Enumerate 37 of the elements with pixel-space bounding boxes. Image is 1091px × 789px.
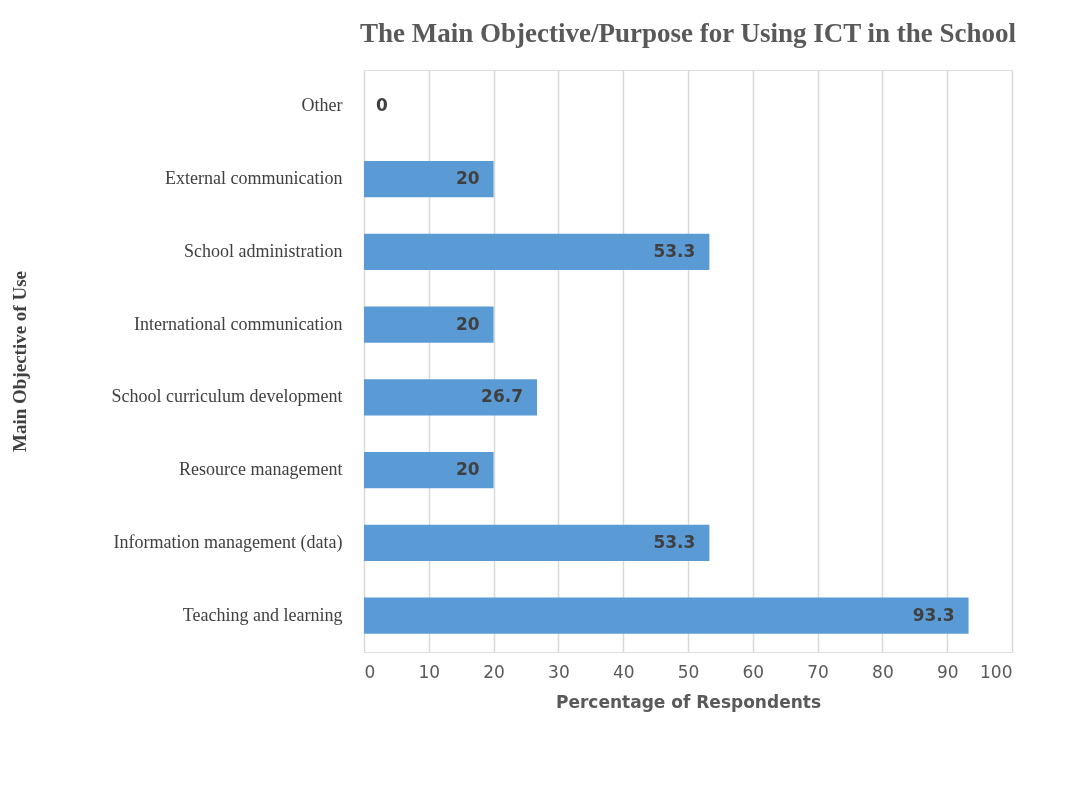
x-tick-label: 80 bbox=[872, 661, 894, 682]
y-tick-label: School curriculum development bbox=[111, 386, 343, 407]
data-label: 20 bbox=[455, 168, 480, 189]
bar bbox=[364, 306, 494, 343]
data-label: 0 bbox=[376, 95, 388, 116]
bar bbox=[364, 379, 538, 416]
data-label: 53.3 bbox=[653, 240, 696, 261]
y-tick-label: School administration bbox=[184, 240, 343, 261]
x-tick-label: 100 bbox=[980, 661, 1013, 682]
data-label: 20 bbox=[455, 313, 480, 334]
data-label: 20 bbox=[455, 459, 480, 480]
x-tick-label: 30 bbox=[548, 661, 570, 682]
bar bbox=[364, 233, 710, 271]
y-tick-label: Information management (data) bbox=[113, 531, 343, 553]
bar bbox=[364, 160, 494, 198]
x-tick-label: 50 bbox=[677, 661, 700, 682]
bar bbox=[364, 597, 969, 634]
y-axis-title: Main Objective of Use bbox=[8, 271, 30, 452]
x-tick-label: 90 bbox=[936, 661, 959, 682]
y-tick-label: Other bbox=[301, 95, 343, 116]
y-tick-label: International communication bbox=[134, 313, 343, 334]
data-label: 53.3 bbox=[653, 531, 696, 552]
data-label: 26.7 bbox=[481, 386, 524, 407]
x-tick-label: 20 bbox=[483, 661, 505, 682]
data-label: 93.3 bbox=[912, 604, 955, 625]
y-tick-label: External communication bbox=[165, 168, 343, 189]
y-tick-label: Resource management bbox=[179, 459, 343, 480]
x-tick-label: 40 bbox=[612, 661, 635, 682]
x-tick-label: 10 bbox=[418, 661, 441, 682]
chart-title: The Main Objective/Purpose for Using ICT in the School bbox=[359, 18, 1017, 48]
bar bbox=[364, 524, 710, 562]
bar bbox=[364, 451, 494, 489]
x-tick-label: 0 bbox=[364, 661, 376, 682]
x-tick-label: 60 bbox=[742, 661, 765, 682]
x-tick-label: 70 bbox=[807, 661, 829, 682]
x-axis-title: Percentage of Respondents bbox=[555, 691, 822, 712]
y-tick-label: Teaching and learning bbox=[182, 604, 343, 625]
